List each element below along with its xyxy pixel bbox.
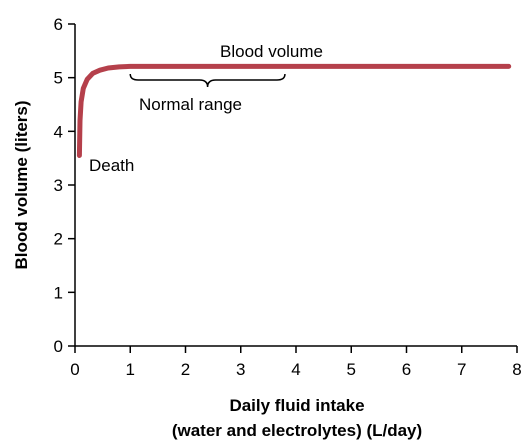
x-tick-label: 5 xyxy=(347,360,356,379)
x-axis-title-line1: Daily fluid intake xyxy=(229,396,364,415)
death-label: Death xyxy=(89,156,134,175)
ticks: 0 1 2 3 4 5 6 7 8 0 1 2 3 4 5 6 xyxy=(54,15,522,379)
y-axis-title: Blood volume (liters) xyxy=(12,100,31,269)
x-tick-label: 2 xyxy=(181,360,190,379)
x-tick-label: 3 xyxy=(236,360,245,379)
normal-range-bracket xyxy=(129,73,286,88)
axes xyxy=(74,24,517,347)
x-tick-label: 6 xyxy=(402,360,411,379)
y-tick-label: 5 xyxy=(54,69,63,88)
x-tick-label: 8 xyxy=(512,360,521,379)
x-tick-label: 0 xyxy=(70,360,79,379)
normal-range-label: Normal range xyxy=(139,95,242,114)
y-tick-label: 3 xyxy=(54,176,63,195)
y-tick-label: 6 xyxy=(54,15,63,34)
y-tick-label: 4 xyxy=(54,122,63,141)
y-tick-label: 0 xyxy=(54,337,63,356)
x-axis-title-line2: (water and electrolytes) (L/day) xyxy=(172,421,422,440)
x-tick-label: 1 xyxy=(126,360,135,379)
blood-volume-label: Blood volume xyxy=(220,42,323,61)
blood-volume-line xyxy=(76,63,512,158)
x-tick-label: 7 xyxy=(457,360,466,379)
y-tick-label: 1 xyxy=(54,283,63,302)
x-tick-label: 4 xyxy=(291,360,300,379)
y-tick-label: 2 xyxy=(54,230,63,249)
